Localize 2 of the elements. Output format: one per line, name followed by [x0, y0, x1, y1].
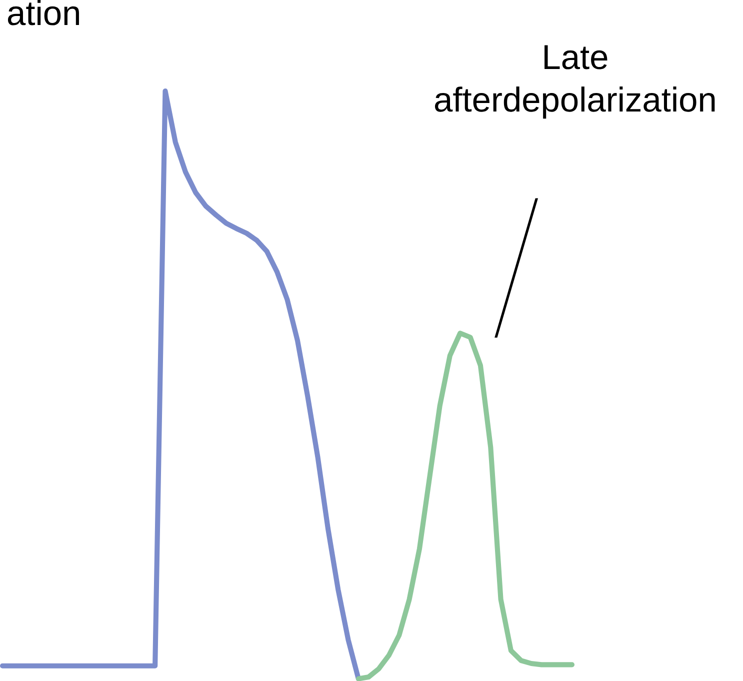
- annotation: Late afterdepolarization: [434, 45, 715, 119]
- text: ation: [8, 0, 79, 26]
